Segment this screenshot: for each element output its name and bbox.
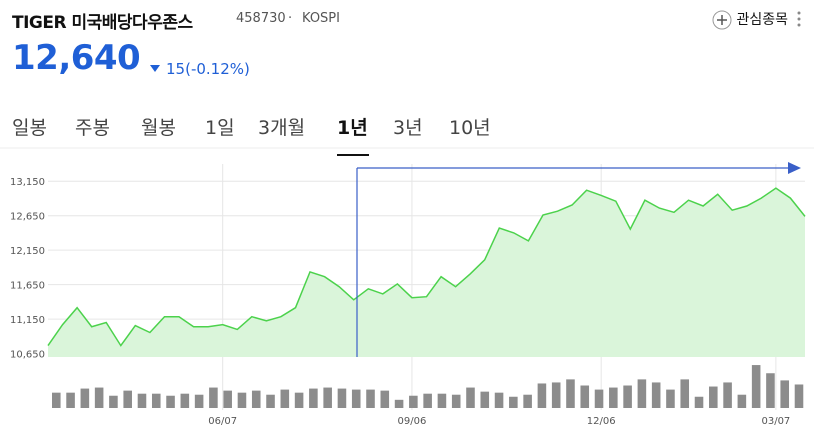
volume-bar bbox=[337, 388, 347, 408]
volume-bar bbox=[351, 389, 361, 408]
volume-bar bbox=[394, 399, 404, 408]
volume-bar bbox=[637, 379, 647, 408]
volume-bar bbox=[537, 383, 547, 408]
y-tick-label: 11,150 bbox=[10, 315, 45, 326]
volume-bar bbox=[751, 365, 761, 408]
y-tick-label: 10,650 bbox=[10, 350, 45, 361]
volume-bar bbox=[409, 395, 418, 408]
more-menu[interactable] bbox=[796, 10, 802, 28]
code: 458730 bbox=[236, 11, 286, 26]
y-tick-label: 12,650 bbox=[10, 212, 45, 223]
tab[interactable]: 10년 bbox=[449, 117, 491, 139]
volume-bar bbox=[480, 391, 490, 408]
tab[interactable]: 주봉 bbox=[75, 117, 110, 139]
volume-bar bbox=[380, 390, 390, 408]
etf-name: TIGER 미국배당다우존스 bbox=[12, 13, 193, 33]
volume-bar bbox=[523, 394, 532, 408]
volume-bar bbox=[194, 394, 204, 408]
favorite-button[interactable]: 관심종목 bbox=[712, 9, 788, 30]
volume-bar bbox=[137, 393, 147, 408]
tab[interactable]: 일봉 bbox=[12, 117, 47, 139]
volume-bar bbox=[180, 393, 190, 408]
arrow-head bbox=[788, 162, 801, 174]
volume-bar bbox=[466, 387, 475, 408]
price: 12,640 bbox=[12, 38, 141, 78]
x-tick-label: 03/07 bbox=[761, 416, 790, 427]
volume-bar bbox=[666, 389, 675, 408]
volume-bar bbox=[323, 387, 332, 408]
volume-bar bbox=[794, 384, 804, 408]
volume-bar bbox=[109, 395, 118, 408]
x-tick-label: 12/06 bbox=[587, 416, 616, 427]
volume-bar bbox=[237, 392, 247, 408]
price-line bbox=[47, 187, 806, 347]
tab[interactable]: 월봉 bbox=[141, 117, 176, 139]
volume-bar bbox=[494, 392, 504, 408]
y-tick-label: 13,150 bbox=[10, 177, 45, 188]
volume-bar bbox=[723, 382, 732, 408]
volume-bar bbox=[694, 396, 704, 408]
volume-bar bbox=[366, 389, 375, 408]
volume-bar bbox=[266, 394, 275, 408]
volume-bar bbox=[451, 394, 461, 408]
tab[interactable]: 3년 bbox=[393, 117, 423, 139]
volume-bar bbox=[737, 394, 747, 408]
volume-bar bbox=[437, 393, 447, 408]
favorite-label: 관심종목 bbox=[736, 12, 788, 28]
tab[interactable]: 1일 bbox=[205, 117, 235, 139]
down-arrow bbox=[150, 65, 160, 72]
volume-bar bbox=[680, 379, 690, 408]
volume-bar bbox=[209, 387, 218, 408]
area bbox=[48, 188, 805, 357]
volume-bar bbox=[623, 385, 632, 408]
tab-underline bbox=[337, 154, 369, 156]
volume-bar bbox=[566, 379, 575, 408]
volume-bar bbox=[223, 390, 232, 408]
volume-bar bbox=[294, 392, 304, 408]
volume-bar bbox=[52, 392, 61, 408]
volume-bar bbox=[509, 396, 518, 408]
volume-bar bbox=[166, 395, 175, 408]
volume-bar bbox=[80, 388, 90, 408]
volume-bar bbox=[780, 380, 790, 408]
volume-bar bbox=[280, 389, 290, 408]
separator: · bbox=[288, 11, 293, 26]
volume-bar bbox=[151, 393, 161, 408]
volume-bar bbox=[580, 385, 590, 408]
volume-bar bbox=[594, 389, 604, 408]
volume-bar bbox=[123, 390, 132, 408]
market: KOSPI bbox=[302, 11, 340, 26]
volume-bar bbox=[94, 387, 104, 408]
volume-bar bbox=[609, 387, 618, 408]
tab[interactable]: 3개월 bbox=[258, 117, 306, 139]
volume-bar bbox=[309, 388, 318, 408]
tab[interactable]: 1년 bbox=[337, 117, 368, 139]
volume-bar bbox=[423, 393, 432, 408]
volume-bar bbox=[766, 373, 775, 408]
volume-bar bbox=[709, 386, 718, 408]
y-tick-label: 11,650 bbox=[10, 281, 45, 292]
x-tick-label: 06/07 bbox=[208, 416, 237, 427]
volume-bar bbox=[651, 382, 661, 408]
price-change: 15(-0.12%) bbox=[166, 60, 250, 78]
volume-bar bbox=[551, 382, 561, 408]
x-tick-label: 09/06 bbox=[398, 416, 427, 427]
volume-bar bbox=[66, 392, 75, 408]
y-tick-label: 12,150 bbox=[10, 246, 45, 257]
volume-bar bbox=[251, 390, 261, 408]
plus-icon bbox=[712, 10, 732, 30]
